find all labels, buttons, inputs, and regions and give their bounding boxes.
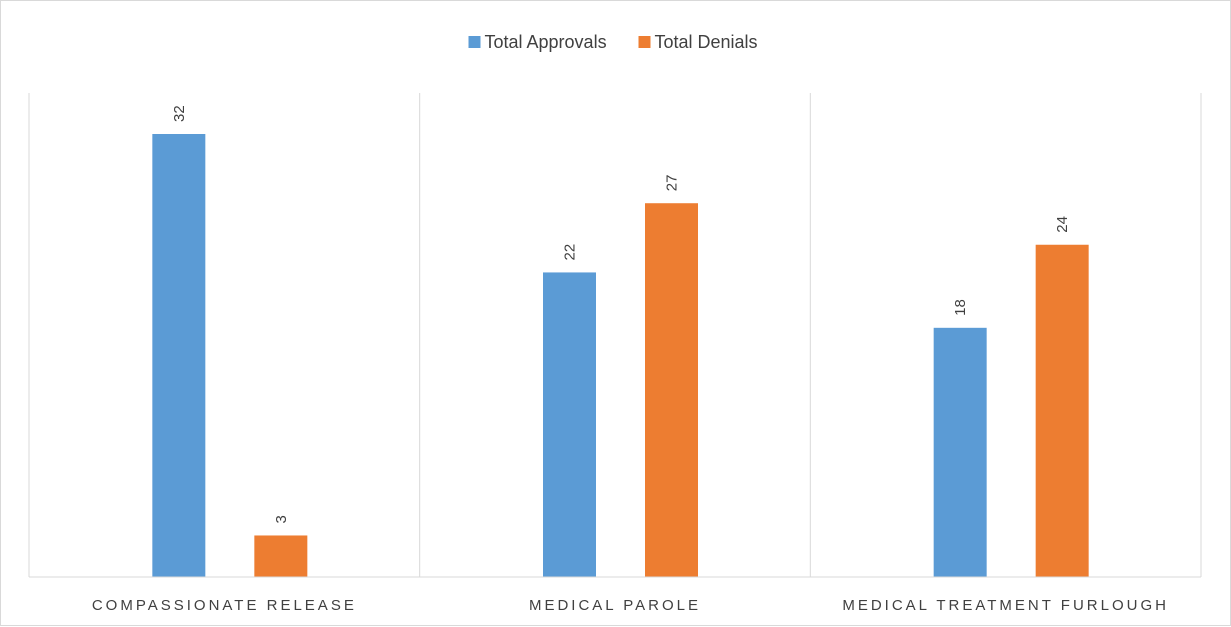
bars	[152, 134, 1089, 577]
category-label-medical-parole: MEDICAL PAROLE	[529, 597, 701, 614]
bar-total-approvals-medical-parole	[543, 272, 596, 577]
legend-item-total-denials: Total Denials	[638, 32, 758, 52]
data-label-total-approvals-medical-parole: 22	[562, 244, 579, 261]
data-label-total-denials-medical-treatment-furlough: 24	[1054, 216, 1071, 233]
data-label-total-denials-medical-parole: 27	[664, 175, 681, 192]
legend-label: Total Denials	[655, 32, 758, 52]
data-label-total-denials-compassionate-release: 3	[273, 515, 290, 523]
category-label-compassionate-release: COMPASSIONATE RELEASE	[92, 597, 357, 614]
legend: Total Approvals Total Denials	[468, 32, 758, 52]
bar-total-denials-compassionate-release	[254, 535, 308, 577]
legend-swatch	[638, 36, 651, 48]
category-dividers	[28, 93, 1202, 577]
bar-total-denials-medical-treatment-furlough	[1035, 244, 1089, 577]
legend-swatch	[468, 36, 481, 48]
category-labels: COMPASSIONATE RELEASE MEDICAL PAROLE MEDIC…	[92, 597, 1169, 614]
data-labels: 32 3 22 27 18 24	[171, 105, 1071, 523]
bar-total-approvals-medical-treatment-furlough	[933, 327, 987, 577]
bar-total-denials-medical-parole	[645, 203, 698, 577]
legend-item-total-approvals: Total Approvals	[468, 32, 607, 52]
data-label-total-approvals-medical-treatment-furlough: 18	[952, 299, 969, 316]
bar-total-approvals-compassionate-release	[152, 134, 206, 577]
data-label-total-approvals-compassionate-release: 32	[171, 105, 188, 122]
category-label-medical-treatment-furlough: MEDICAL TREATMENT FURLOUGH	[842, 597, 1169, 614]
legend-label: Total Approvals	[485, 32, 607, 52]
